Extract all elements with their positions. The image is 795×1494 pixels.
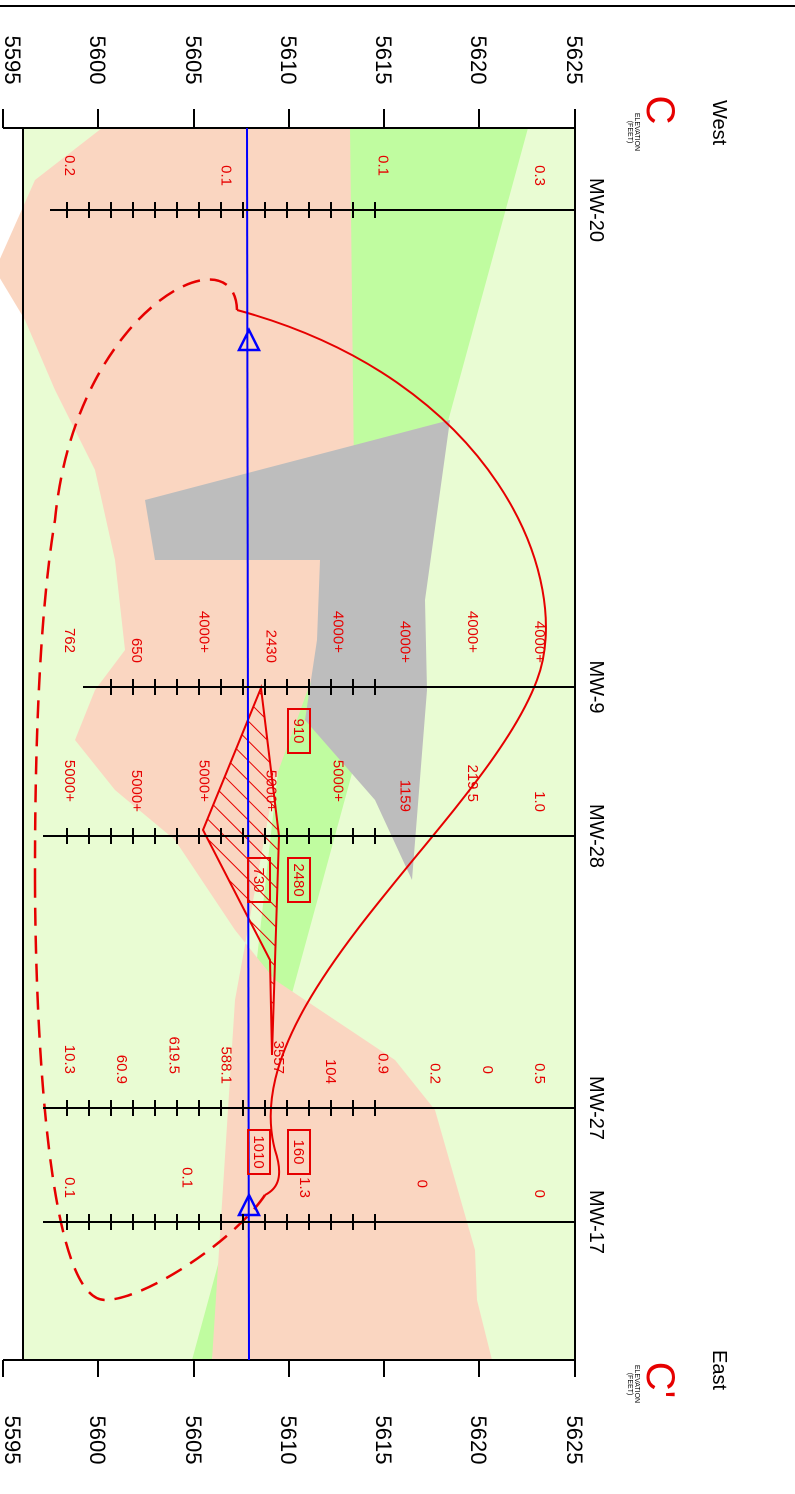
elevation-label: 5620: [466, 36, 491, 85]
concentration-label: 3557: [270, 1041, 287, 1074]
concentration-label: 219.5: [464, 764, 481, 802]
clay-lens: [145, 420, 450, 880]
concentration-label: 2430: [262, 630, 279, 663]
left-elevation-labels: 5625 5620 5615 5610 5605 5600 5595: [0, 36, 587, 85]
elevation-label: 5610: [276, 36, 301, 85]
concentration-label: 5000+: [195, 760, 212, 802]
concentration-label: 4000+: [195, 611, 212, 653]
concentration-label: 0: [414, 1180, 431, 1188]
boxed-value-frame: [287, 1129, 311, 1175]
concentration-label: 1.0: [531, 791, 548, 812]
elevation-label: 5625: [562, 1416, 587, 1465]
concentration-label: 104: [322, 1059, 339, 1084]
section-end-marker: C' East ELEVATION (FEET): [626, 1350, 730, 1403]
section-end-letter: C': [638, 1362, 682, 1399]
concentration-label: 0.1: [179, 1167, 196, 1188]
section-start-axis-units: (FEET): [626, 121, 633, 144]
section-end-axis-units: (FEET): [626, 1373, 633, 1396]
elevation-label: 5610: [276, 1416, 301, 1465]
concentration-label: 0: [531, 1190, 548, 1198]
elevation-label: 5605: [181, 1416, 206, 1465]
concentration-label: 60.9: [113, 1055, 130, 1084]
concentration-label: 1159: [397, 780, 414, 812]
well-mw-20: MW-20 0.3 0.1 0.1 0.2: [50, 155, 607, 242]
monitoring-wells: MW-20 0.3 0.1 0.1 0.2 MW-9 4000+ 4000+ 4000+ 4000…: [43, 155, 607, 1254]
well-mw-27: MW-27 0.5 0 0.2 0.9 104 3557 588.1 619.5 60.9 10.3…: [43, 1036, 607, 1175]
boxed-concentration-label: 730: [250, 867, 267, 892]
concentration-label: 4000+: [464, 611, 481, 653]
well-label: MW-17: [585, 1190, 607, 1254]
elevation-label: 5595: [0, 36, 25, 85]
boxed-value-frame: [287, 708, 311, 754]
well-mw-28: MW-28 1.0 219.5 1159 5000+ 5000+ 5000+ 5000+ 500…: [43, 760, 607, 903]
well-label: MW-27: [585, 1076, 607, 1140]
concentration-label: 0.1: [374, 155, 391, 176]
boxed-concentration-label: 910: [290, 718, 307, 743]
section-end-axis-title: ELEVATION: [633, 1365, 640, 1403]
plume-contour-outer: [33, 879, 267, 1302]
plume-contour-inner: [236, 309, 547, 1196]
well-mw-9: MW-9 4000+ 4000+ 4000+ 4000+ 2430 4000+ 650 762 9…: [61, 611, 607, 754]
concentration-label: 5000+: [330, 760, 347, 802]
elevation-label: 5600: [85, 36, 110, 85]
concentration-label: 5000+: [128, 770, 145, 812]
concentration-label: 588.1: [218, 1046, 235, 1084]
left-elevation-axis: [2, 109, 576, 129]
section-start-axis-title: ELEVATION: [633, 113, 640, 151]
boxed-concentration-label: 160: [290, 1139, 307, 1164]
concentration-label: 0.2: [61, 155, 78, 176]
elevation-label: 5620: [466, 1416, 491, 1465]
concentration-label: 4000+: [397, 621, 414, 663]
hatched-plume-core: [201, 684, 281, 1056]
well-label: MW-20: [585, 178, 607, 242]
boxed-concentration-label: 2480: [290, 863, 307, 896]
elevation-label: 5615: [371, 1416, 396, 1465]
plume-contour-outer-2: [33, 278, 239, 881]
concentration-label: 0: [479, 1066, 496, 1074]
well-mw-17: MW-17 0 0 1.3 0.1 0.1: [43, 1167, 607, 1254]
concentration-label: 10.3: [61, 1045, 78, 1074]
water-table-symbol: [236, 327, 262, 352]
well-label: MW-9: [585, 661, 607, 714]
boxed-value-frame: [247, 857, 271, 903]
concentration-label: 4000+: [531, 621, 548, 663]
concentration-label: 5000+: [61, 760, 78, 802]
section-start-marker: C West ELEVATION (FEET): [626, 96, 730, 152]
concentration-label: 0.9: [374, 1053, 391, 1074]
section-body: 5625 5620 5615 5610 5605 5600 5595 5625 …: [0, 36, 730, 1465]
boxed-value-frame: [247, 1129, 271, 1175]
right-elevation-labels: 5625 5620 5615 5610 5605 5600 5595: [0, 1416, 587, 1465]
elevation-label: 5605: [181, 36, 206, 85]
elevation-label: 5595: [0, 1416, 25, 1465]
concentration-label: 0.3: [531, 165, 548, 186]
concentration-label: 0.1: [61, 1177, 78, 1198]
section-start-direction: West: [708, 100, 730, 146]
concentration-label: 0.1: [218, 165, 235, 186]
concentration-label: 0.2: [427, 1063, 444, 1084]
elevation-label: 5625: [562, 36, 587, 85]
concentration-label: 4000+: [330, 611, 347, 653]
water-table-symbol: [236, 1192, 262, 1217]
concentration-label: 619.5: [165, 1036, 182, 1074]
elevation-label: 5615: [371, 36, 396, 85]
boxed-value-frame: [287, 857, 311, 903]
section-start-letter: C: [638, 96, 682, 125]
concentration-label: 1.3: [296, 1177, 313, 1198]
elevation-label: 5600: [85, 1416, 110, 1465]
section-end-direction: East: [708, 1350, 730, 1390]
concentration-label: 0.5: [531, 1063, 548, 1084]
well-label: MW-28: [585, 804, 607, 868]
concentration-label: 5000+: [262, 770, 279, 812]
concentration-label: 762: [61, 628, 78, 653]
right-elevation-axis: [2, 1359, 576, 1377]
boxed-concentration-label: 1010: [250, 1135, 267, 1168]
concentration-label: 650: [128, 638, 145, 663]
